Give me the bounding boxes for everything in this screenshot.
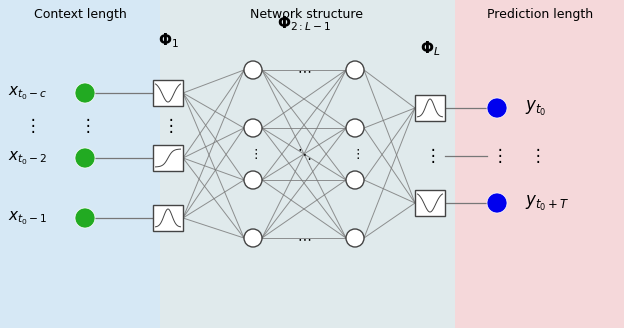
Text: $\vdots$: $\vdots$ xyxy=(79,116,90,135)
Circle shape xyxy=(346,61,364,79)
Bar xyxy=(153,205,183,231)
Bar xyxy=(455,0,624,328)
Text: $\cdots$: $\cdots$ xyxy=(297,63,311,77)
Circle shape xyxy=(346,119,364,137)
Text: $y_{t_0}$: $y_{t_0}$ xyxy=(525,98,547,117)
Circle shape xyxy=(244,119,262,137)
Bar xyxy=(153,145,183,171)
Text: $\vdots$: $\vdots$ xyxy=(492,146,502,165)
Text: $\ddots$: $\ddots$ xyxy=(297,147,311,161)
Circle shape xyxy=(75,208,95,228)
Circle shape xyxy=(244,171,262,189)
Text: $\vdots$: $\vdots$ xyxy=(529,146,540,165)
Circle shape xyxy=(346,229,364,247)
Text: $x_{t_0-2}$: $x_{t_0-2}$ xyxy=(8,149,47,167)
Bar xyxy=(415,190,445,216)
Circle shape xyxy=(244,61,262,79)
Circle shape xyxy=(75,83,95,103)
Circle shape xyxy=(244,229,262,247)
Circle shape xyxy=(75,148,95,168)
Text: $\cdots$: $\cdots$ xyxy=(297,231,311,245)
Text: $\vdots$: $\vdots$ xyxy=(424,146,436,165)
Circle shape xyxy=(487,98,507,118)
Text: $x_{t_0-1}$: $x_{t_0-1}$ xyxy=(8,209,47,227)
Bar xyxy=(415,95,445,121)
Text: Network structure: Network structure xyxy=(250,8,364,21)
Text: Context length: Context length xyxy=(34,8,127,21)
Text: Prediction length: Prediction length xyxy=(487,8,593,21)
Text: $x_{t_0-c}$: $x_{t_0-c}$ xyxy=(8,84,47,102)
Bar xyxy=(153,80,183,106)
Bar xyxy=(160,0,455,328)
Circle shape xyxy=(487,193,507,213)
Text: $\mathbf{\Phi}_{2:L-1}$: $\mathbf{\Phi}_{2:L-1}$ xyxy=(277,14,331,33)
Text: $\vdots$: $\vdots$ xyxy=(162,116,173,135)
Text: $\vdots$: $\vdots$ xyxy=(248,147,258,161)
Bar xyxy=(0,0,160,328)
Text: $\mathbf{\Phi}_1$: $\mathbf{\Phi}_1$ xyxy=(158,31,178,50)
Text: $\mathbf{\Phi}_L$: $\mathbf{\Phi}_L$ xyxy=(420,39,440,58)
Text: $y_{t_0+T}$: $y_{t_0+T}$ xyxy=(525,194,570,213)
Text: $\vdots$: $\vdots$ xyxy=(24,116,36,135)
Text: $\vdots$: $\vdots$ xyxy=(351,147,359,161)
Circle shape xyxy=(346,171,364,189)
